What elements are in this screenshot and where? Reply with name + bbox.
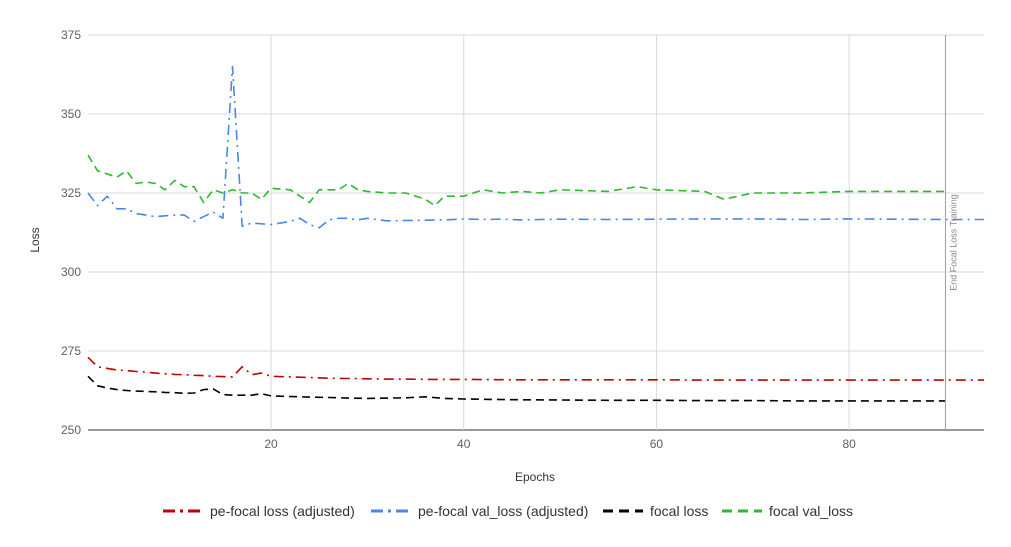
- x-tick-label: 20: [264, 437, 278, 451]
- y-tick-label: 275: [61, 344, 81, 358]
- series-line-3: [87, 375, 946, 402]
- y-axis-title: Loss: [28, 227, 42, 252]
- x-tick-label: 60: [650, 437, 664, 451]
- legend-label: focal val_loss: [769, 503, 853, 519]
- series-line-1: [87, 356, 984, 381]
- y-tick-label: 300: [61, 265, 81, 279]
- x-tick-label: 80: [842, 437, 856, 451]
- legend-label: pe-focal val_loss (adjusted): [418, 503, 588, 519]
- legend-label: focal loss: [650, 503, 708, 519]
- annotation-layer: End Focal Loss Training: [944, 35, 958, 430]
- y-tick-label: 375: [61, 28, 81, 42]
- legend: pe-focal loss (adjusted) pe-focal val_los…: [163, 503, 853, 519]
- x-tick-label: 40: [457, 437, 471, 451]
- series-line-2: [87, 65, 984, 229]
- series-layer: [87, 65, 984, 402]
- x-axis-title: Epochs: [515, 470, 555, 484]
- y-tick-label: 350: [61, 107, 81, 121]
- series-line-4: [87, 154, 946, 207]
- y-tick-label: 250: [61, 423, 81, 437]
- y-tick-label: 325: [61, 186, 81, 200]
- legend-label: pe-focal loss (adjusted): [210, 503, 355, 519]
- axis-tick-labels: 250 275 300 325 350 375 20 40 60 80: [61, 28, 856, 451]
- grid-lines: [88, 34, 984, 431]
- end-training-annotation: End Focal Loss Training: [948, 194, 958, 291]
